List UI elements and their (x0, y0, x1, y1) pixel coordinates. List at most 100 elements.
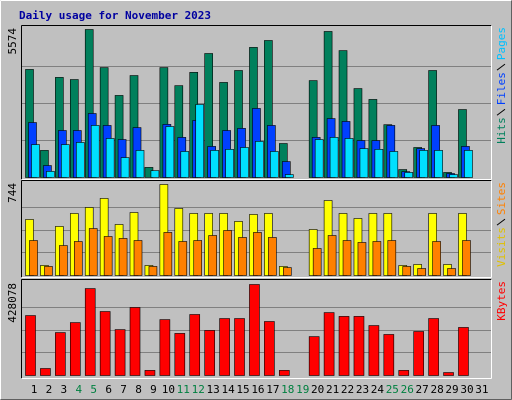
x-tick-label: 6 (105, 383, 112, 396)
bar (327, 235, 337, 276)
bar (44, 266, 53, 276)
bar (285, 174, 294, 178)
bar (398, 370, 410, 376)
bar (432, 241, 441, 276)
bar (449, 174, 458, 178)
legend-entry: Pages (495, 27, 508, 60)
bar (283, 267, 292, 276)
x-tick-label: 18 (281, 383, 294, 396)
bar (210, 150, 219, 178)
bar (55, 332, 66, 376)
x-tick-label: 1 (31, 383, 38, 396)
x-tick-label: 5 (90, 383, 97, 396)
bar (180, 151, 190, 178)
bar (253, 232, 262, 276)
bar (240, 147, 249, 178)
bar (133, 240, 143, 276)
legend-entry: KBytes (495, 281, 508, 321)
x-tick-label: 21 (326, 383, 339, 396)
bar (73, 241, 83, 276)
x-tick-label: 15 (236, 383, 249, 396)
bar (329, 137, 339, 178)
x-tick-label: 11 (177, 383, 190, 396)
x-tick-label: 17 (266, 383, 279, 396)
bar (314, 139, 324, 178)
x-tick-label: 13 (207, 383, 220, 396)
bar (163, 232, 173, 276)
bar (148, 266, 158, 276)
bar (193, 240, 203, 276)
x-tick-label: 8 (135, 383, 142, 396)
bar (434, 150, 443, 178)
x-tick-label: 23 (356, 383, 369, 396)
x-tick-label: 3 (61, 383, 68, 396)
bar (402, 266, 412, 276)
bar (368, 325, 380, 376)
legend-entry: Files (495, 72, 508, 105)
y-tick-label: 428078 (6, 283, 19, 323)
legend-separator (496, 63, 506, 71)
bar (428, 318, 439, 376)
bar (208, 235, 217, 276)
bar (344, 138, 354, 178)
x-tick-label: 27 (416, 383, 429, 396)
x-tick-label: 16 (251, 383, 264, 396)
bar (225, 149, 234, 178)
x-tick-label: 12 (192, 383, 205, 396)
bar (389, 151, 399, 178)
bar (46, 171, 55, 178)
bar (323, 312, 335, 376)
bar (234, 318, 245, 376)
bar (342, 240, 352, 276)
x-tick-label: 25 (386, 383, 399, 396)
bar (114, 329, 126, 376)
x-tick-label: 4 (75, 383, 82, 396)
x-tick-label: 19 (296, 383, 309, 396)
bar (88, 228, 98, 276)
bar (135, 150, 145, 178)
bar (195, 104, 205, 178)
bar (279, 370, 290, 376)
x-tick-label: 14 (221, 383, 235, 396)
y-tick-label: 5574 (6, 28, 19, 55)
bar (31, 144, 40, 178)
bar (462, 240, 471, 276)
x-tick-label: 30 (460, 383, 473, 396)
bar (464, 150, 473, 178)
bar (387, 240, 397, 276)
bar (84, 288, 96, 376)
bar (150, 170, 160, 178)
bar (90, 125, 100, 178)
bar (357, 242, 367, 276)
x-tick-label: 20 (311, 383, 324, 396)
x-tick-label: 22 (341, 383, 354, 396)
x-tick-label: 31 (475, 383, 488, 396)
bar (61, 144, 70, 178)
bar (129, 307, 141, 376)
y-tick-label: 744 (6, 183, 19, 203)
bar (223, 230, 232, 276)
bar (59, 245, 68, 276)
bar (264, 321, 275, 376)
bar (144, 370, 156, 376)
bar (103, 236, 113, 276)
chart-title: Daily usage for November 2023 (19, 9, 211, 22)
bar (178, 241, 188, 276)
bar (359, 148, 369, 178)
x-tick-label: 7 (120, 383, 127, 396)
bar (204, 330, 215, 376)
bar (419, 150, 428, 178)
bar (338, 316, 350, 376)
bar (372, 241, 382, 276)
bar (29, 240, 38, 276)
bar (238, 237, 247, 276)
x-tick-label: 26 (401, 383, 414, 396)
bar (270, 151, 279, 178)
bar (312, 248, 322, 276)
bar (447, 268, 456, 276)
bar (413, 331, 424, 376)
legend-entry: Visits (495, 227, 508, 267)
legend-separator (496, 218, 506, 226)
bar (69, 322, 81, 376)
